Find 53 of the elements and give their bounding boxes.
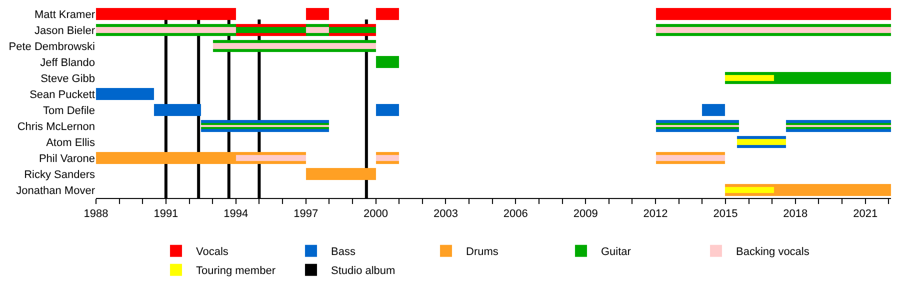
y-tick-label: Ricky Sanders (24, 168, 96, 181)
x-tick-label: 1991 (154, 208, 178, 220)
y-tick-label: Steve Gibb (40, 72, 95, 85)
bar (306, 27, 329, 33)
bar (236, 27, 306, 33)
y-tick-label: Atom Ellis (46, 136, 96, 149)
bar (376, 155, 399, 161)
bar (96, 8, 236, 20)
bar (213, 43, 376, 49)
legend-label: Backing vocals (736, 246, 810, 258)
bar (306, 8, 329, 20)
bar (737, 139, 786, 145)
bar (702, 104, 725, 116)
bar (96, 27, 236, 33)
y-tick-label: Phil Varone (38, 152, 95, 165)
y-tick-label: Jeff Blando (40, 56, 95, 69)
bar (656, 8, 891, 20)
y-tick-label: Matt Kramer (34, 8, 96, 21)
x-tick-label: 1988 (84, 208, 108, 220)
x-tick-label: 2012 (643, 208, 668, 220)
legend-label: Guitar (601, 246, 632, 258)
y-tick-label: Tom Defile (43, 104, 95, 117)
bar (376, 56, 399, 68)
bar (725, 75, 774, 81)
x-tick-label: 2015 (713, 208, 738, 220)
y-tick-label: Chris McLernon (17, 120, 95, 133)
x-tick-label: 2021 (853, 208, 878, 220)
bar (656, 27, 891, 33)
bar (376, 104, 399, 116)
x-tick-label: 2000 (364, 208, 388, 220)
bar (329, 27, 376, 33)
bar (96, 88, 154, 100)
legend-label: Studio album (331, 265, 396, 278)
x-tick-label: 2009 (573, 208, 598, 220)
bar (376, 8, 399, 20)
bar (154, 104, 201, 116)
y-tick-label: Pete Dembrowski (8, 40, 95, 53)
x-tick-label: 1997 (294, 208, 318, 220)
bar (656, 155, 725, 161)
legend-label: Vocals (196, 246, 229, 258)
x-tick-label: 1994 (224, 208, 248, 220)
x-tick-label: 2018 (783, 208, 808, 220)
y-tick-label: Sean Puckett (30, 88, 95, 101)
y-tick-label: Jason Bieler (34, 24, 96, 37)
legend-label: Touring member (196, 265, 276, 278)
bar (725, 187, 774, 193)
bar (306, 168, 376, 180)
legend-label: Drums (466, 246, 499, 258)
x-tick-label: 2006 (503, 208, 528, 220)
legend-label: Bass (331, 246, 356, 258)
x-tick-label: 2003 (433, 208, 458, 220)
bar (236, 155, 306, 161)
y-tick-label: Jonathan Mover (16, 184, 96, 197)
